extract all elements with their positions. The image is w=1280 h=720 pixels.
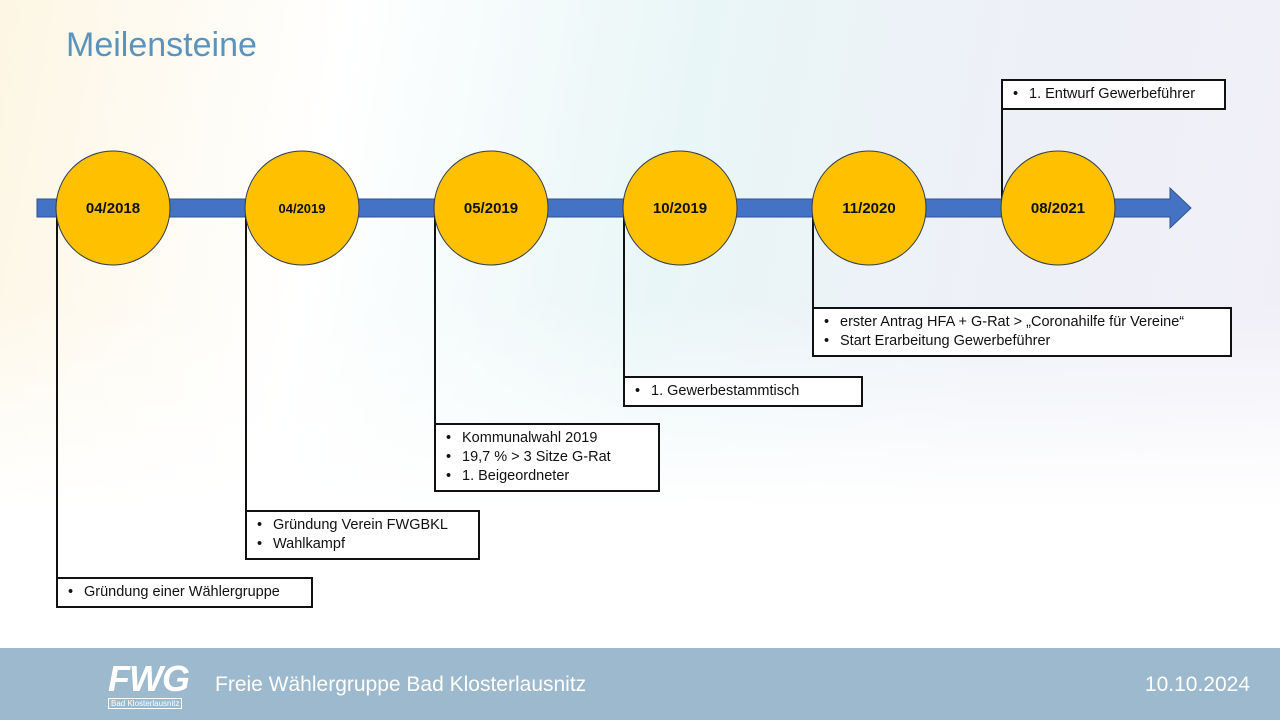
milestone-box: Gründung Verein FWGBKLWahlkampf: [245, 510, 480, 560]
footer: FWG Bad Klosterlausnitz Freie Wählergrup…: [0, 648, 1280, 720]
milestone-item: 19,7 % > 3 Sitze G-Rat: [446, 448, 648, 467]
footer-text: Freie Wählergruppe Bad Klosterlausnitz: [215, 673, 587, 696]
milestone-item: Gründung Verein FWGBKL: [257, 516, 468, 535]
milestone-circle: [244, 150, 360, 266]
milestone-date: 04/2018: [86, 200, 140, 217]
milestone-date: 08/2021: [1031, 200, 1085, 217]
milestone-date: 10/2019: [653, 200, 707, 217]
milestone-item: Gründung einer Wählergruppe: [68, 583, 301, 602]
milestone-box: Gründung einer Wählergruppe: [56, 577, 313, 608]
milestone-box: 1. Gewerbestammtisch: [623, 376, 863, 407]
milestone-circle: [811, 150, 927, 266]
milestone-date: 04/2019: [279, 201, 326, 216]
logo-subtitle: Bad Klosterlausnitz: [108, 698, 183, 709]
milestone-circle: [622, 150, 738, 266]
milestone-item: 1. Beigeordneter: [446, 467, 648, 486]
milestone-item: erster Antrag HFA + G-Rat > „Coronahilfe…: [824, 313, 1220, 332]
milestone-date: 11/2020: [842, 200, 895, 217]
milestone-box: erster Antrag HFA + G-Rat > „Coronahilfe…: [812, 307, 1232, 357]
milestone-item: Kommunalwahl 2019: [446, 429, 648, 448]
milestone-circle: [433, 150, 549, 266]
milestone-item: 1. Entwurf Gewerbeführer: [1013, 85, 1214, 104]
title: Meilensteine: [66, 26, 257, 64]
timeline: 04/2018 04/2019 05/2019 10/2019 11/2020 08/20…: [36, 94, 1192, 577]
milestone-circle: [55, 150, 171, 266]
timeline-arrow: [36, 186, 1192, 230]
milestone-item: 1. Gewerbestammtisch: [635, 382, 851, 401]
milestone-box: Kommunalwahl 201919,7 % > 3 Sitze G-Rat1…: [434, 423, 660, 492]
milestone-box: 1. Entwurf Gewerbeführer: [1001, 79, 1226, 110]
milestone-item: Start Erarbeitung Gewerbeführer: [824, 332, 1220, 351]
milestone-item: Wahlkampf: [257, 535, 468, 554]
logo: FWG: [108, 658, 190, 699]
footer-date: 10.10.2024: [1144, 673, 1250, 696]
milestone-date: 05/2019: [464, 200, 518, 217]
milestone-circle: [1000, 150, 1116, 266]
